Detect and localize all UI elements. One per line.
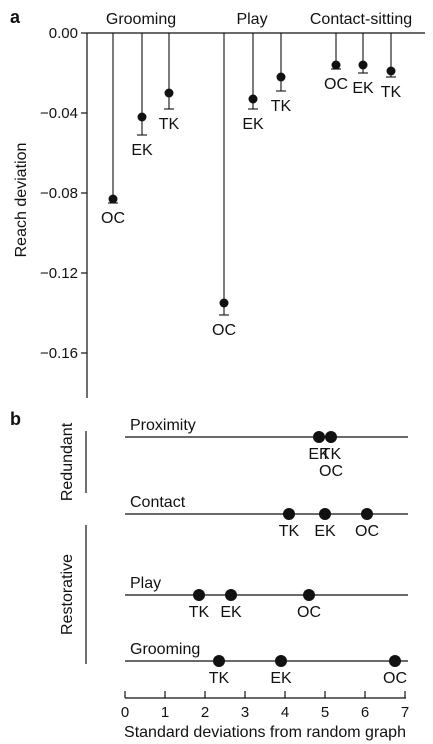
panel-b-categories: Redundant Restorative [59, 422, 87, 664]
panel-b-point-label: EK [270, 670, 292, 687]
panel-b-row-label: Grooming [130, 641, 200, 658]
panel-b-point [313, 431, 325, 443]
panel-a-y-tick-label: 0.00 [49, 25, 78, 42]
panel-a-point [386, 66, 396, 76]
panel-a-y-ticks: 0.00 −0.04 −0.08 −0.12 −0.16 [40, 25, 87, 362]
panel-a-point [358, 60, 368, 70]
panel-a-group-label: Play [236, 11, 267, 28]
panel-b-category-label: Restorative [59, 554, 76, 635]
panel-b-point-label: EK [220, 604, 242, 621]
panel-a-y-tick-label: −0.12 [40, 265, 78, 282]
panel-b-point [361, 508, 373, 520]
panel-a-point-label: EK [352, 80, 374, 97]
panel-a-letter: a [10, 7, 21, 27]
panel-b-point-label: OC [355, 523, 379, 540]
panel-a-point-label: TK [159, 116, 180, 133]
panel-b-xlabel: Standard deviations from random graph [124, 724, 406, 741]
panel-a-group-label: Grooming [106, 11, 176, 28]
panel-b-point-label: TK [189, 604, 210, 621]
panel-b-point-label: TK [279, 523, 300, 540]
panel-b-x-tick-label: 2 [201, 704, 209, 721]
panel-b-point [319, 508, 331, 520]
panel-b-x-tick-label: 4 [281, 704, 289, 721]
panel-b-point [389, 655, 401, 667]
panel-a-point [331, 60, 341, 70]
panel-a-point-label: EK [131, 142, 153, 159]
panel-a-point [137, 112, 147, 122]
panel-b-point [225, 589, 237, 601]
panel-b-point [283, 508, 295, 520]
panel-b-point [275, 655, 287, 667]
panel-a-groups: Grooming Play Contact-sitting [106, 11, 412, 28]
panel-a-point-label: TK [381, 84, 402, 101]
panel-a-group-label: Contact-sitting [310, 11, 412, 28]
panel-a-point-label: EK [242, 116, 264, 133]
panel-b-point-label: OC [383, 670, 407, 687]
panel-b-x-tick-label: 1 [161, 704, 169, 721]
panel-a-point [108, 194, 118, 204]
panel-b-point-label: OC [319, 463, 343, 480]
panel-b-category-label: Redundant [59, 422, 76, 501]
panel-b-letter: b [10, 409, 21, 429]
panel-b-point-label: OC [297, 604, 321, 621]
panel-b-point [303, 589, 315, 601]
panel-a-y-tick-label: −0.04 [40, 105, 78, 122]
panel-b-row-label: Proximity [130, 417, 196, 434]
panel-b-x-tick-label: 5 [321, 704, 329, 721]
panel-a-point-label: OC [324, 76, 348, 93]
panel-b-point [213, 655, 225, 667]
panel-b-x-tick-label: 7 [401, 704, 409, 721]
panel-b-x-tick-label: 6 [361, 704, 369, 721]
panel-a-point [219, 298, 229, 308]
panel-a-point-label: TK [271, 98, 292, 115]
panel-a-point [248, 94, 258, 104]
panel-b-x-ticks: 0 1 2 3 4 5 6 7 [121, 691, 409, 721]
panel-b-x-tick-label: 3 [241, 704, 249, 721]
panel-b-row-label: Play [130, 575, 161, 592]
panel-b-point-label: EK [314, 523, 336, 540]
panel-b-point-label: TK [321, 446, 342, 463]
panel-b-x-tick-label: 0 [121, 704, 129, 721]
panel-a-y-tick-label: −0.16 [40, 345, 78, 362]
panel-b-point-label: EK [308, 446, 330, 463]
panel-b-point-label: TK [209, 670, 230, 687]
panel-b-point [325, 431, 337, 443]
panel-b-point [193, 589, 205, 601]
panel-a-point [276, 72, 286, 82]
panel-a-ylabel: Reach deviation [13, 143, 30, 258]
panel-a-point [164, 88, 174, 98]
panel-a-y-tick-label: −0.08 [40, 185, 78, 202]
panel-a-chart: Reach deviation 0.00 −0.04 −0.08 −0.12 −0.16… [13, 11, 425, 398]
panel-a-point-label: OC [101, 210, 125, 227]
panel-a-point-label: OC [212, 322, 236, 339]
panel-b-row-label: Contact [130, 494, 186, 511]
